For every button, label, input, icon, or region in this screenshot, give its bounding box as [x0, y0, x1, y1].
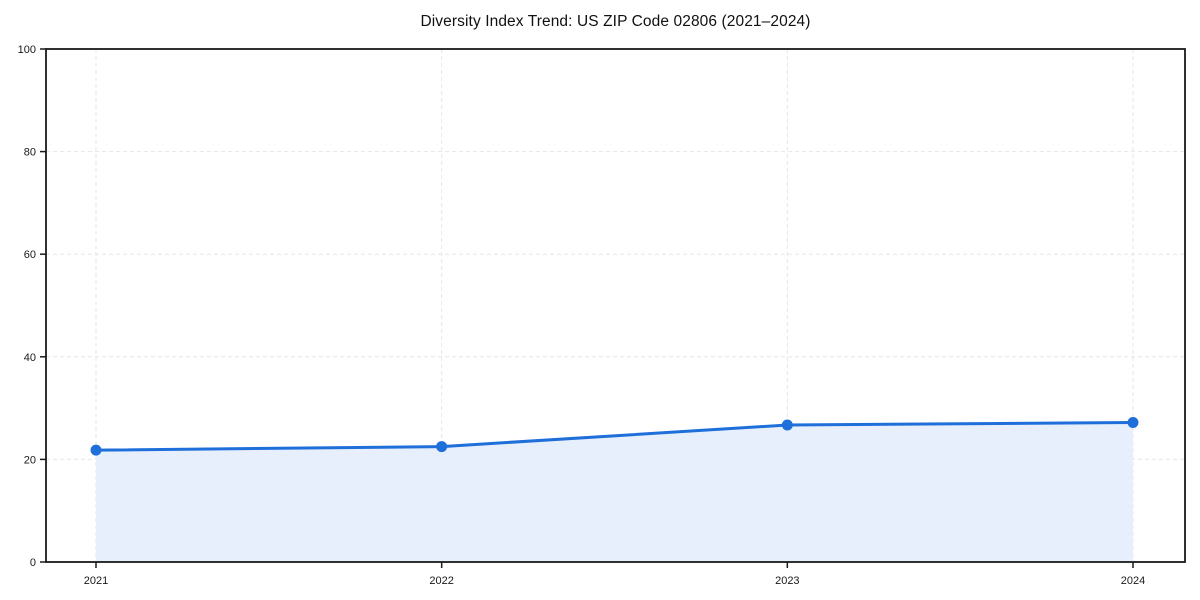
x-tick-label: 2023 [775, 575, 799, 587]
data-point-2024 [1127, 416, 1139, 428]
data-point-2021 [90, 444, 102, 456]
trend-line [94, 420, 1135, 452]
y-tick-label: 0 [30, 557, 36, 569]
data-point-2022 [436, 441, 448, 453]
y-tick-label: 60 [24, 249, 36, 261]
x-tick-label: 2022 [429, 575, 453, 587]
x-tick-label: 2024 [1121, 575, 1145, 587]
plot-frame [45, 48, 1186, 563]
chart-title: Diversity Index Trend: US ZIP Code 02806… [420, 13, 811, 30]
data-point-2023 [781, 419, 793, 431]
area-fill [96, 422, 1133, 562]
y-tick-label: 80 [24, 147, 36, 159]
y-tick-label: 100 [18, 44, 36, 56]
y-tick-label: 20 [24, 454, 36, 466]
x-tick-label: 2021 [84, 575, 108, 587]
y-tick-label: 40 [24, 352, 36, 364]
